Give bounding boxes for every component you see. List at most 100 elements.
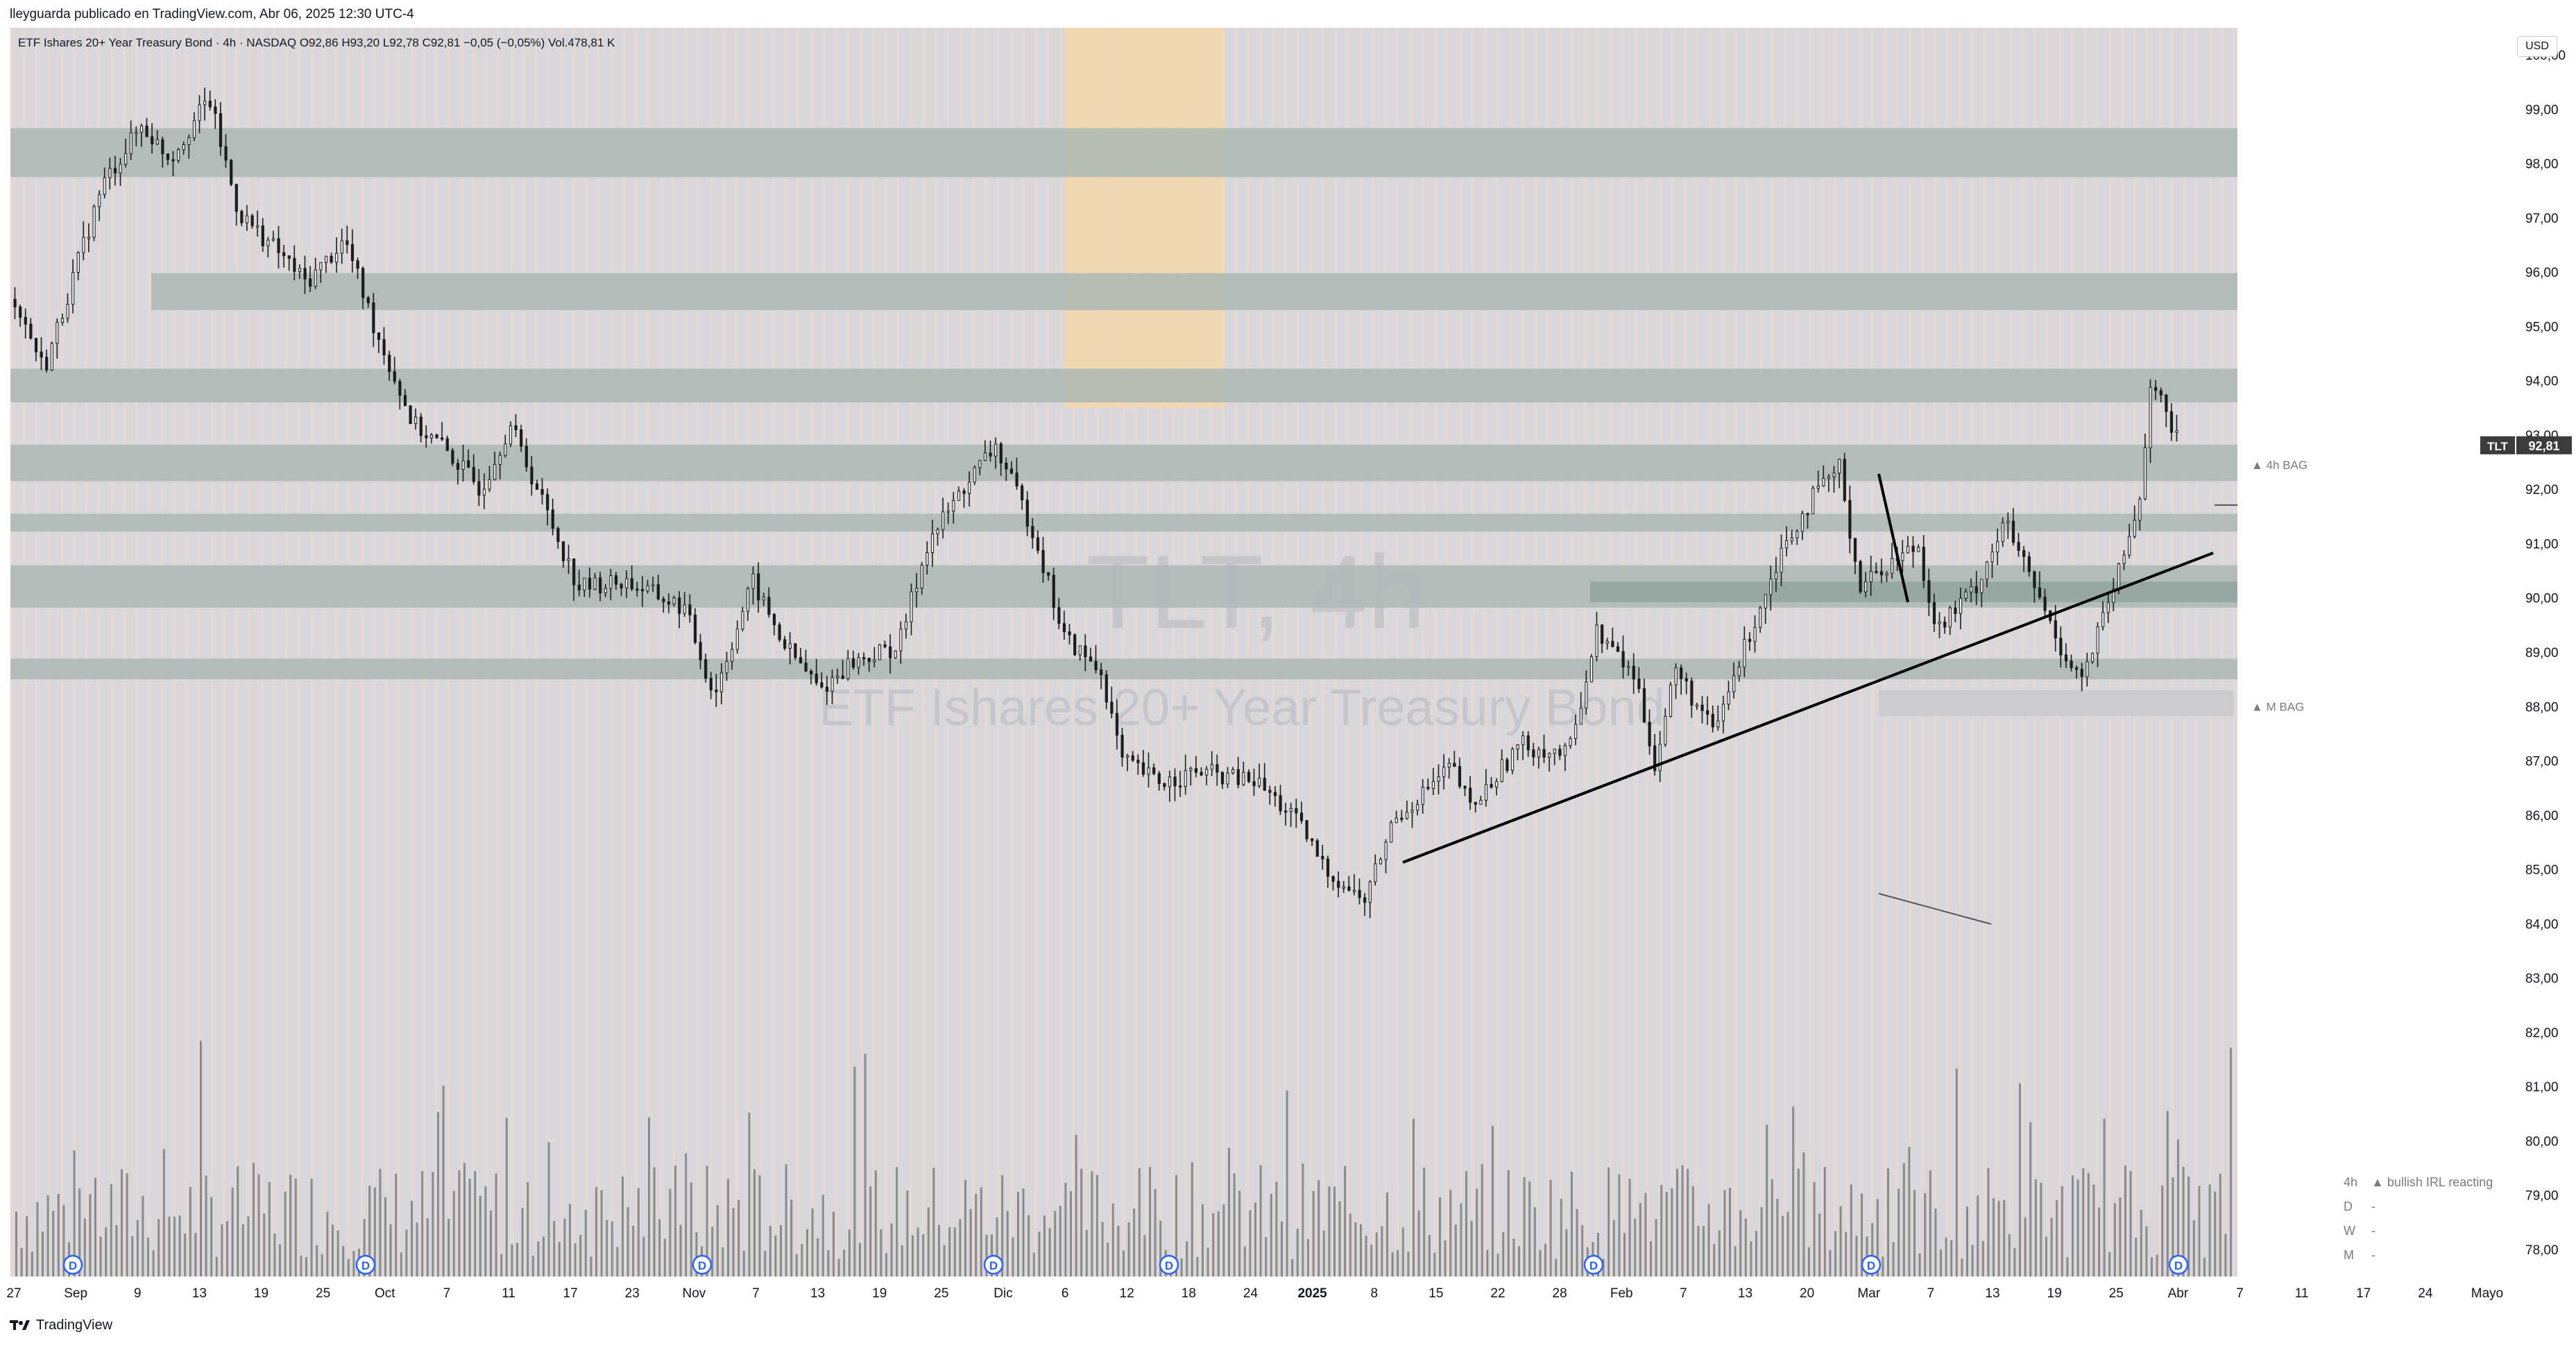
candle-body <box>240 211 244 223</box>
candle-body <box>983 452 987 461</box>
background-stripe <box>1834 28 1836 1277</box>
candle-body <box>2017 542 2020 551</box>
volume-bar <box>1401 1227 1404 1277</box>
volume-bar <box>452 1191 455 1277</box>
volume-bar <box>1871 1222 1874 1277</box>
candle-body <box>1078 645 1082 656</box>
volume-bar <box>257 1174 260 1277</box>
volume-bar <box>1381 1226 1383 1277</box>
candle-body <box>1526 735 1530 751</box>
volume-bar <box>632 1225 635 1277</box>
background-stripe <box>522 28 525 1277</box>
volume-bar <box>162 1149 165 1277</box>
candle-body <box>441 437 444 440</box>
currency-button[interactable]: USD <box>2517 36 2557 57</box>
time-tick-label: 11 <box>502 1286 515 1301</box>
candle-body <box>1073 634 1077 656</box>
candle-body <box>757 573 760 601</box>
volume-bar <box>1365 1236 1367 1277</box>
candle-body <box>2112 588 2115 604</box>
background-stripe <box>660 28 663 1277</box>
background-stripe <box>997 28 1000 1277</box>
volume-bar <box>83 1218 86 1277</box>
price-zone <box>10 658 2508 680</box>
candle-body <box>814 674 818 683</box>
volume-bar <box>885 1253 887 1277</box>
volume-bar <box>821 1195 824 1277</box>
time-tick-label: 9 <box>134 1286 142 1301</box>
candle-body <box>514 425 518 431</box>
candle-body <box>1289 808 1293 812</box>
candle-body <box>1236 769 1240 785</box>
volume-bar <box>642 1236 645 1277</box>
time-tick-label: 12 <box>1120 1286 1134 1301</box>
last-price-symbol: TLT <box>2487 440 2509 453</box>
time-tick-label: 13 <box>192 1286 207 1301</box>
candle-body <box>999 443 1003 464</box>
candle-body <box>1664 716 1667 745</box>
background-stripe <box>1909 28 1911 1277</box>
background-stripe <box>447 28 450 1277</box>
volume-bar <box>1786 1211 1789 1277</box>
candle-body <box>1811 488 1815 515</box>
candle-body <box>1869 571 1873 583</box>
candle-body <box>314 269 317 287</box>
time-tick-label: Feb <box>1610 1286 1633 1301</box>
time-tick-label: 25 <box>316 1286 330 1301</box>
symbol-legend[interactable]: ETF Ishares 20+ Year Treasury Bond · 4h … <box>18 36 615 49</box>
candle-body <box>1295 808 1298 814</box>
volume-bar <box>1782 1215 1784 1277</box>
candle-body <box>731 649 734 662</box>
volume-bar <box>1127 1222 1130 1277</box>
volume-bar <box>1070 1191 1072 1277</box>
background-stripe <box>497 28 500 1277</box>
dividend-marker: D <box>983 1254 1004 1275</box>
background-stripe <box>235 28 238 1277</box>
background-stripe <box>1759 28 1762 1277</box>
volume-bar <box>2140 1209 2142 1277</box>
volume-bar <box>1096 1175 1098 1277</box>
status-timeframe: D <box>2344 1200 2353 1213</box>
drawn-segment <box>1877 473 1909 603</box>
bag-4h-label: ▲ 4h BAG <box>2251 459 2308 472</box>
background-stripe <box>1609 28 1612 1277</box>
volume-bar <box>1476 1188 1478 1277</box>
dividend-marker-circle <box>355 1254 376 1275</box>
volume-bar <box>2230 1048 2232 1277</box>
volume-bar <box>2108 1252 2111 1277</box>
background-stripe <box>722 28 725 1277</box>
background-stripe <box>1222 28 1225 1277</box>
volume-bar <box>859 1243 861 1277</box>
volume-bar <box>205 1175 207 1277</box>
candle-body <box>1616 646 1620 652</box>
candle-body <box>841 675 844 679</box>
volume-bar <box>1977 1195 1979 1277</box>
brand-text: TradingView <box>36 1317 113 1333</box>
time-tick-label: 17 <box>2356 1286 2371 1301</box>
volume-bar <box>1597 1233 1599 1277</box>
candle-body <box>588 577 592 590</box>
last-price-value: 92,81 <box>2528 439 2559 453</box>
volume-bar <box>31 1252 33 1277</box>
candle-body <box>335 253 339 263</box>
candle-body <box>1964 591 1968 599</box>
volume-bar <box>1328 1186 1331 1277</box>
background-stripe <box>1746 28 1749 1277</box>
background-stripe <box>760 28 762 1277</box>
volume-bar <box>1481 1163 1483 1277</box>
candle-body <box>857 657 860 668</box>
price-tick-label: 89,00 <box>2525 646 2559 660</box>
candle-body <box>2070 660 2073 668</box>
candle-body <box>1352 889 1356 892</box>
volume-bar <box>347 1259 350 1277</box>
volume-bar <box>690 1182 692 1277</box>
candle-body <box>1021 485 1024 501</box>
tradingview-brand[interactable]: TradingView <box>10 1315 112 1335</box>
candle-body <box>472 467 475 482</box>
volume-bar <box>1296 1228 1299 1277</box>
volume-bar <box>864 1054 867 1277</box>
volume-bar <box>1502 1231 1505 1277</box>
background-stripe <box>1372 28 1374 1277</box>
volume-bar <box>595 1187 597 1277</box>
